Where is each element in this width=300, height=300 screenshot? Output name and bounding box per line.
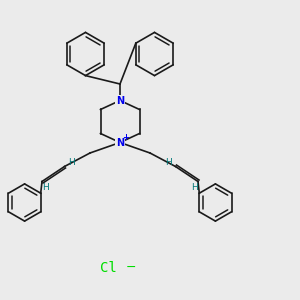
Text: H: H (166, 158, 172, 167)
Text: −: − (125, 260, 136, 274)
Text: H: H (191, 183, 198, 192)
Text: H: H (68, 158, 74, 167)
Text: Cl: Cl (100, 262, 116, 275)
Text: H: H (42, 183, 49, 192)
Text: N: N (116, 95, 124, 106)
Text: N: N (116, 137, 124, 148)
Text: +: + (122, 133, 129, 142)
